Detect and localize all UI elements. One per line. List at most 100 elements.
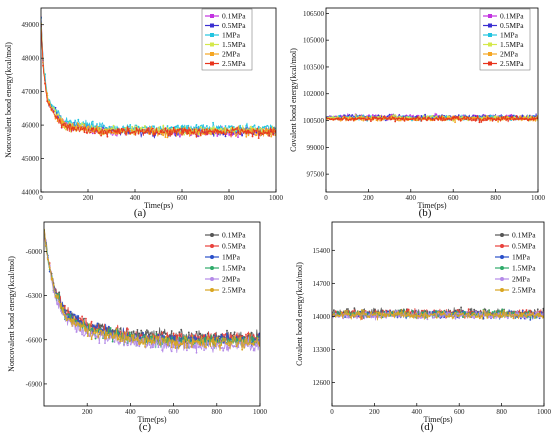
legend-marker [210,288,214,292]
data-point [212,336,215,338]
data-point [86,335,89,337]
data-point [424,312,427,315]
data-point [133,133,136,136]
data-point [94,332,97,335]
data-point [186,347,188,349]
data-point [73,126,76,129]
data-point [389,311,391,313]
data-point [77,322,80,325]
data-point [155,332,158,335]
data-point [58,116,61,118]
data-point [334,116,337,119]
data-point [42,64,44,67]
y-axis-title: Noncovalent bond energy(kcal/mol) [4,42,13,158]
data-point [71,318,74,321]
data-point [134,338,137,341]
legend: 0.1MPa 0.5MPa 1MPa 1.5MPa 2MPa 2.5MPa [495,231,536,295]
data-point [248,333,251,335]
data-point [245,132,248,135]
data-point [163,332,166,334]
data-point [222,133,225,136]
data-point [193,344,196,347]
data-point [262,133,264,136]
data-point [446,115,449,118]
data-point [462,312,464,315]
data-point [247,129,250,132]
y-tick-label: 46000 [22,122,40,130]
data-point [351,310,354,312]
x-ticks: 200 400 600 800 1000 [82,403,268,416]
data-point [201,133,204,135]
data-point [216,135,219,137]
data-point [88,335,91,338]
data-point [374,313,376,316]
data-point [187,124,190,127]
data-point [491,119,494,122]
data-point [387,310,389,313]
data-point [94,336,97,338]
data-point [178,336,181,339]
data-point [226,329,228,332]
data-point [377,311,380,314]
legend-label: 2MPa [222,275,241,284]
data-point [499,116,501,119]
data-point [327,117,329,120]
data-point [499,311,502,314]
data-point [387,313,389,316]
data-point [83,131,86,134]
data-point [181,125,183,128]
data-point [529,313,532,316]
data-point [142,332,145,334]
data-point [398,315,401,318]
legend-marker [210,233,214,237]
x-tick-label: 0 [39,194,43,202]
data-point [177,124,179,127]
data-point [109,327,112,329]
data-point [447,315,449,318]
data-point [224,127,227,129]
data-point [174,130,177,133]
data-point [197,340,200,343]
data-point [490,316,492,319]
x-axis-title: Time(ps) [144,201,173,210]
data-point [189,342,192,344]
data-point [224,135,227,138]
y-tick-label: -6300 [26,292,43,300]
y-tick-label: 99000 [307,144,325,152]
data-point [400,315,403,317]
data-point [110,127,113,130]
data-point [199,134,202,136]
data-point [138,345,141,348]
data-point [474,119,477,122]
data-point [478,317,481,320]
data-point [92,325,95,328]
data-point [441,310,444,313]
data-point [98,127,100,129]
data-point [415,312,418,315]
data-point [361,318,363,320]
data-point [143,125,146,127]
data-point [195,351,198,354]
data-point [170,330,173,332]
data-point [385,117,387,119]
y-tick-label: 14000 [313,313,331,321]
data-point [394,120,397,123]
data-point [222,349,225,352]
data-point [454,311,457,314]
data-point [187,339,190,342]
data-point [220,347,223,349]
data-point [178,333,181,335]
data-point [210,127,212,130]
data-point [391,311,393,314]
legend-marker [210,23,214,28]
data-point [163,335,166,337]
data-point [137,125,140,128]
data-point [157,336,160,338]
data-point [65,120,67,123]
data-point [411,316,414,318]
data-point [161,331,164,334]
panel-label: (d) [421,421,434,433]
data-point [116,128,119,131]
data-point [144,346,146,348]
data-point [514,117,516,120]
